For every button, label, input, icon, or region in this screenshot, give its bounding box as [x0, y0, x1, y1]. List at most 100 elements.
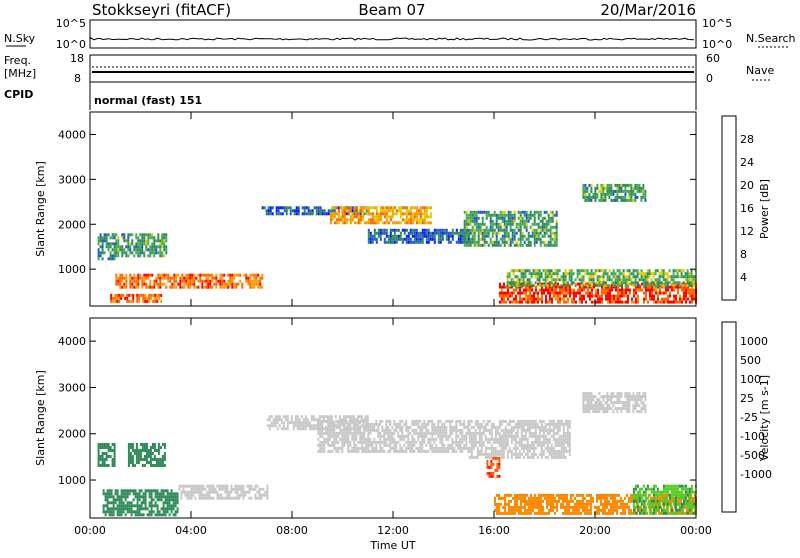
- cell: [331, 450, 333, 453]
- cell: [499, 420, 501, 423]
- cell: [405, 450, 407, 453]
- cell: [208, 491, 210, 494]
- cell: [142, 449, 144, 452]
- cell: [626, 184, 628, 187]
- cell: [425, 423, 427, 426]
- cell: [592, 500, 594, 503]
- cell: [516, 244, 518, 247]
- cell: [474, 220, 476, 223]
- cell: [530, 235, 532, 238]
- cell: [549, 301, 551, 304]
- cell: [370, 212, 372, 215]
- cell: [475, 429, 477, 432]
- cell: [691, 298, 693, 301]
- cell: [460, 238, 462, 241]
- cell: [597, 292, 599, 295]
- cell: [681, 301, 683, 304]
- cell: [331, 420, 333, 423]
- cell: [406, 241, 408, 244]
- cell: [233, 286, 235, 289]
- cell: [549, 432, 551, 435]
- cell: [163, 236, 165, 239]
- cell: [376, 238, 378, 241]
- cell: [407, 435, 409, 438]
- cell: [110, 242, 112, 245]
- cell: [562, 500, 564, 503]
- cell: [368, 212, 370, 215]
- cell: [667, 284, 669, 287]
- cell: [550, 244, 552, 247]
- cell: [514, 232, 516, 235]
- cell: [482, 211, 484, 214]
- cell: [579, 289, 581, 292]
- cell: [279, 415, 281, 418]
- cell: [622, 190, 624, 193]
- cell: [345, 429, 347, 432]
- cell: [494, 500, 496, 503]
- cell: [331, 432, 333, 435]
- cell: [516, 494, 518, 497]
- cell: [420, 235, 422, 238]
- cell: [498, 466, 500, 469]
- cell: [655, 272, 657, 275]
- cell: [141, 489, 143, 492]
- cell: [659, 275, 661, 278]
- cell: [508, 232, 510, 235]
- cell: [369, 429, 371, 432]
- cell: [587, 295, 589, 298]
- cell: [526, 238, 528, 241]
- cell: [431, 444, 433, 447]
- cell: [604, 187, 606, 190]
- cell: [414, 229, 416, 232]
- cell: [620, 500, 622, 503]
- cell: [149, 254, 151, 257]
- cell: [489, 456, 491, 459]
- cell: [582, 509, 584, 512]
- colorbar-frame: [722, 116, 736, 300]
- cell: [171, 507, 173, 510]
- cell: [420, 206, 422, 209]
- cell: [515, 289, 517, 292]
- cell: [551, 435, 553, 438]
- cell: [321, 420, 323, 423]
- cell: [551, 275, 553, 278]
- cell: [319, 450, 321, 453]
- cell: [157, 283, 159, 286]
- cell: [611, 298, 613, 301]
- cell: [190, 497, 192, 500]
- cell: [657, 298, 659, 301]
- cell: [461, 441, 463, 444]
- cell: [431, 429, 433, 432]
- cell: [401, 435, 403, 438]
- cell: [511, 292, 513, 295]
- cell: [534, 512, 536, 515]
- cell: [616, 196, 618, 199]
- cell: [143, 239, 145, 242]
- cell: [510, 220, 512, 223]
- cell: [233, 274, 235, 277]
- cell: [519, 441, 521, 444]
- cell: [337, 420, 339, 423]
- cell: [151, 251, 153, 254]
- cell: [232, 488, 234, 491]
- cell: [474, 232, 476, 235]
- cell: [519, 284, 521, 287]
- cell: [142, 294, 144, 297]
- cell: [507, 435, 509, 438]
- cell: [439, 450, 441, 453]
- cell: [108, 257, 110, 260]
- cell: [526, 512, 528, 515]
- cell: [520, 241, 522, 244]
- cell: [140, 449, 142, 452]
- cell: [218, 488, 220, 491]
- cell: [186, 497, 188, 500]
- cell: [129, 245, 131, 248]
- cell: [380, 232, 382, 235]
- cell: [332, 206, 334, 209]
- cell: [504, 232, 506, 235]
- cell: [422, 241, 424, 244]
- velocity-heatmap: [98, 392, 697, 516]
- cell: [253, 280, 255, 283]
- cell: [200, 497, 202, 500]
- cell: [427, 429, 429, 432]
